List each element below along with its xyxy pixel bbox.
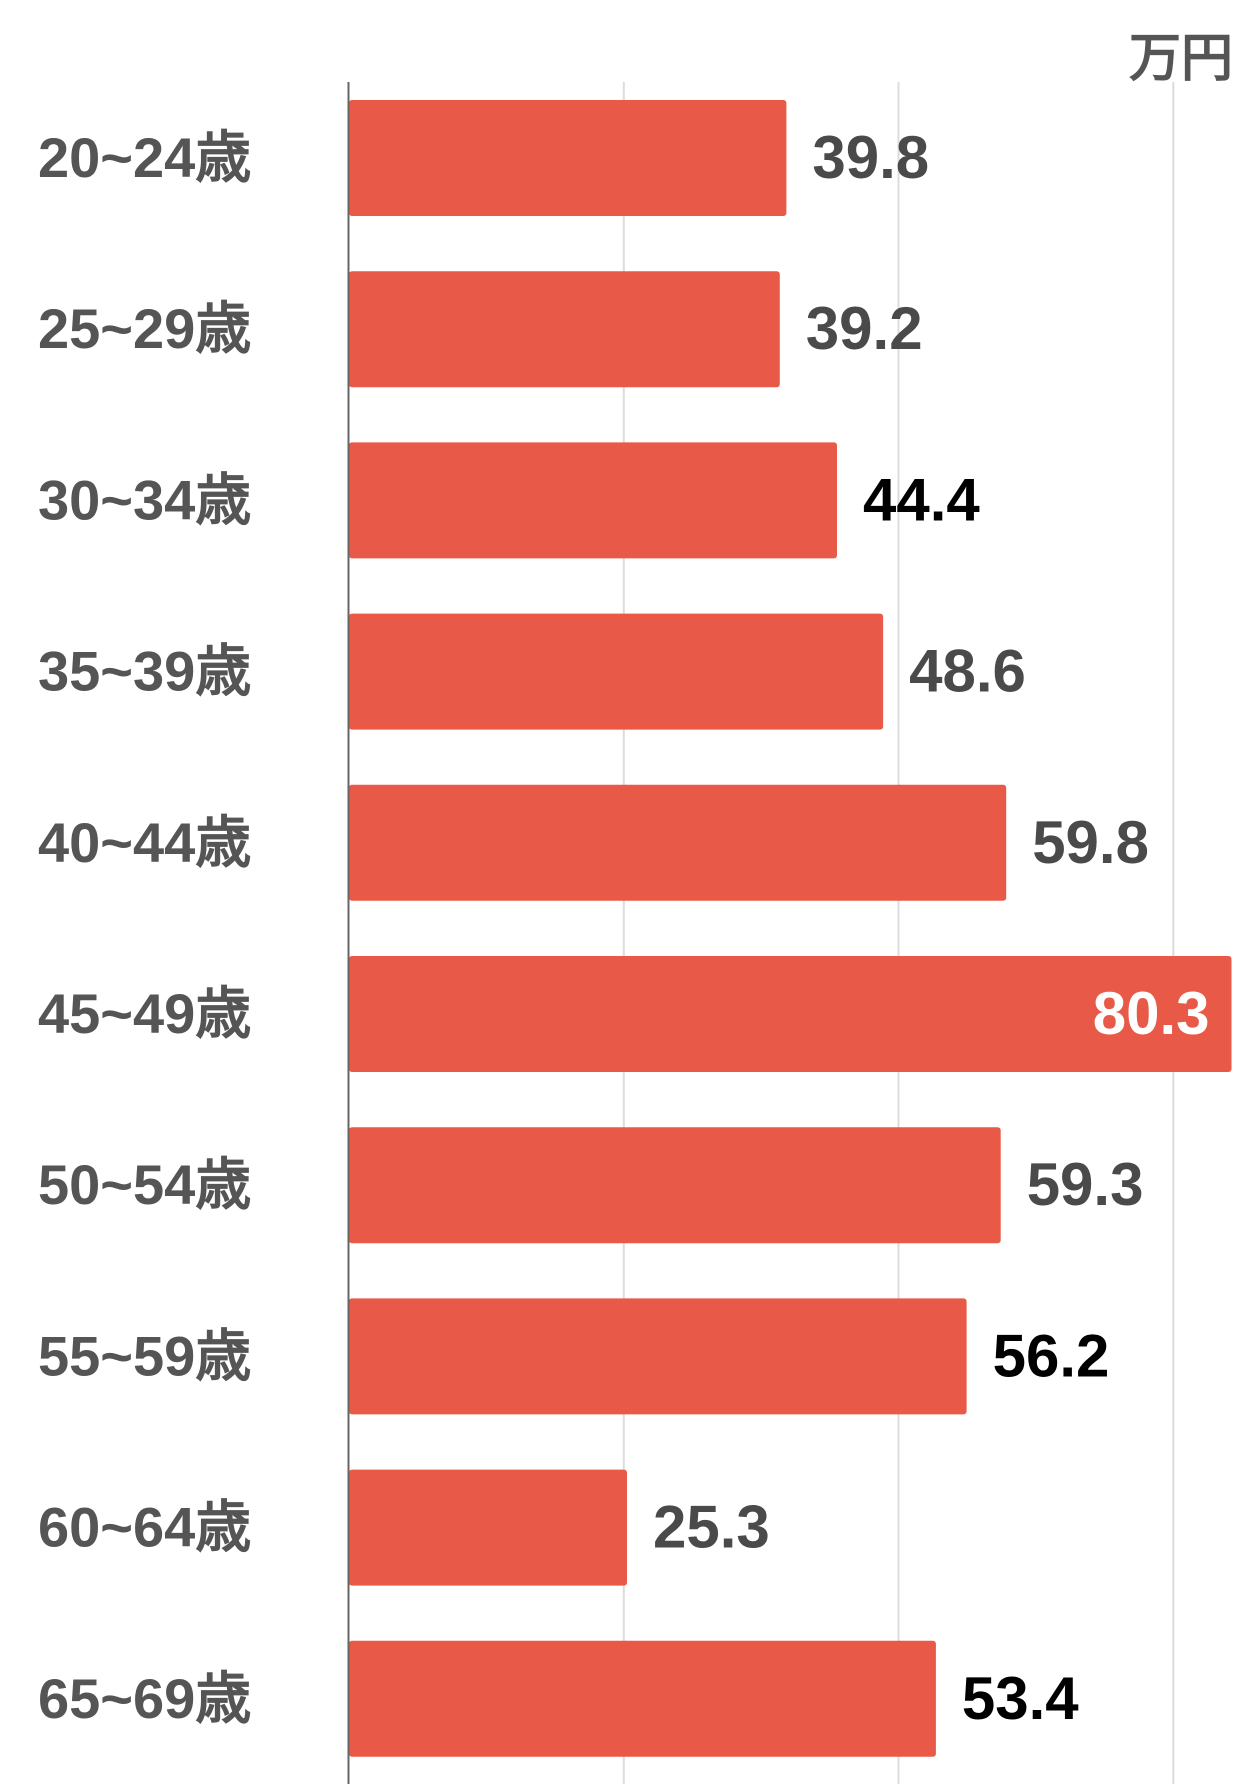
value-label-5: 59.8 xyxy=(1032,809,1149,876)
category-label-6: 45~49歳 xyxy=(38,982,251,1045)
bar-3 xyxy=(349,442,837,559)
value-label-3: 44.4 xyxy=(863,466,980,533)
value-label-6: 80.3 xyxy=(1093,980,1210,1047)
category-label-10: 65~69歳 xyxy=(38,1667,251,1730)
value-label-1: 39.8 xyxy=(812,124,929,191)
category-label-8: 55~59歳 xyxy=(38,1324,251,1387)
bar-9 xyxy=(349,1469,627,1586)
bar-7 xyxy=(349,1127,1001,1244)
category-label-1: 20~24歳 xyxy=(38,126,251,189)
category-label-2: 25~29歳 xyxy=(38,297,251,360)
bar-10 xyxy=(349,1640,936,1757)
value-label-9: 25.3 xyxy=(653,1494,770,1561)
bar-1 xyxy=(349,100,787,216)
unit-label: 万円 xyxy=(1129,30,1233,88)
value-labels: 39.8 39.2 44.4 48.6 59.8 80.3 59.3 56.2 25.3 53.4 xyxy=(653,124,1210,1732)
category-label-7: 50~54歳 xyxy=(38,1153,251,1216)
value-label-2: 39.2 xyxy=(806,295,923,362)
category-label-9: 60~64歳 xyxy=(38,1496,251,1559)
bar-5 xyxy=(349,784,1007,901)
value-label-10: 53.4 xyxy=(962,1665,1079,1732)
bar-4 xyxy=(349,613,884,730)
category-label-3: 30~34歳 xyxy=(38,468,251,531)
category-label-5: 40~44歳 xyxy=(38,811,251,874)
value-label-7: 59.3 xyxy=(1027,1151,1144,1218)
category-label-4: 35~39歳 xyxy=(38,640,251,703)
category-labels: 20~24歳 25~29歳 30~34歳 35~39歳 40~44歳 45~49歳 50~5… xyxy=(38,126,251,1730)
bar-2 xyxy=(349,271,780,388)
bar-8 xyxy=(349,1298,967,1415)
value-label-4: 48.6 xyxy=(909,638,1026,705)
bars xyxy=(349,100,1232,1757)
bar-6 xyxy=(349,956,1232,1072)
value-label-8: 56.2 xyxy=(993,1322,1110,1389)
